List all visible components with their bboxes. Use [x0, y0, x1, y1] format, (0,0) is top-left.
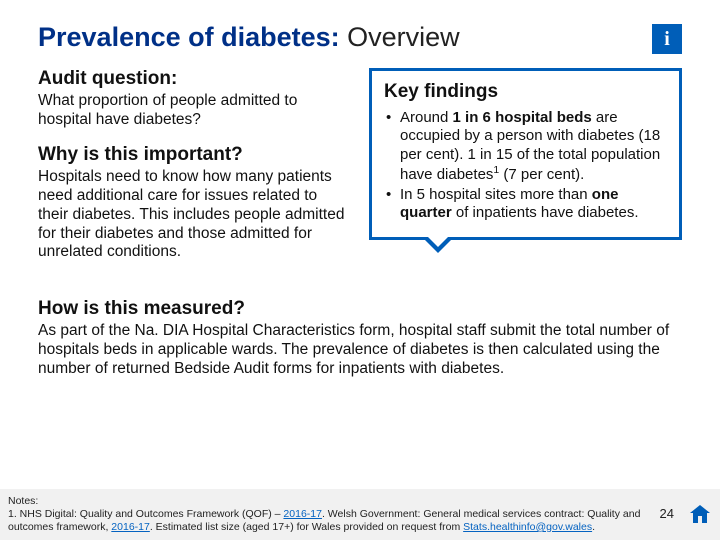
bullet-text: of inpatients have diabetes. [452, 204, 639, 221]
bullet-text: In 5 hospital sites more than [400, 186, 592, 203]
footer-notes-text: Notes: 1. NHS Digital: Quality and Outco… [8, 495, 646, 534]
audit-question-body: What proportion of people admitted to ho… [38, 92, 351, 130]
home-icon[interactable] [688, 502, 712, 526]
right-column: Key findings Around 1 in 6 hospital beds… [369, 68, 682, 240]
info-icon[interactable]: i [652, 24, 682, 54]
notes-line: 1. NHS Digital: Quality and Outcomes Fra… [8, 508, 283, 520]
page-number: 24 [654, 506, 680, 522]
notes-line: . [592, 521, 595, 533]
how-measured-block: How is this measured? As part of the Na.… [38, 298, 682, 379]
audit-question-heading: Audit question: [38, 68, 351, 90]
left-column: Audit question: What proportion of peopl… [38, 68, 351, 276]
how-measured-heading: How is this measured? [38, 298, 682, 320]
why-important-body: Hospitals need to know how many patients… [38, 168, 351, 263]
notes-link-2[interactable]: 2016-17 [111, 521, 150, 533]
title-row: Prevalence of diabetes: Overview i [38, 22, 682, 54]
key-findings-list: Around 1 in 6 hospital beds are occupied… [384, 109, 667, 223]
two-column-layout: Audit question: What proportion of peopl… [38, 68, 682, 276]
page-title: Prevalence of diabetes: Overview [38, 22, 460, 53]
why-important-heading: Why is this important? [38, 144, 351, 166]
key-findings-callout: Key findings Around 1 in 6 hospital beds… [369, 68, 682, 240]
notes-link-1[interactable]: 2016-17 [283, 508, 322, 520]
notes-link-email[interactable]: Stats.healthinfo@gov.wales [463, 521, 592, 533]
title-overview: Overview [340, 22, 460, 52]
list-item: In 5 hospital sites more than one quarte… [384, 186, 667, 223]
key-findings-heading: Key findings [384, 81, 667, 103]
notes-label: Notes: [8, 495, 38, 507]
notes-line: . Estimated list size (aged 17+) for Wal… [150, 521, 463, 533]
audit-question-block: Audit question: What proportion of peopl… [38, 68, 351, 130]
list-item: Around 1 in 6 hospital beds are occupied… [384, 109, 667, 184]
speech-tail-fill [426, 235, 450, 247]
why-important-block: Why is this important? Hospitals need to… [38, 144, 351, 263]
bullet-text: (7 per cent). [499, 166, 584, 183]
bullet-text: Around [400, 109, 453, 126]
footer-notes-bar: Notes: 1. NHS Digital: Quality and Outco… [0, 489, 720, 540]
how-measured-body: As part of the Na. DIA Hospital Characte… [38, 322, 682, 379]
title-main: Prevalence of diabetes: [38, 22, 340, 52]
bullet-bold: 1 in 6 hospital beds [453, 109, 592, 126]
slide-content: Prevalence of diabetes: Overview i Audit… [0, 0, 720, 540]
